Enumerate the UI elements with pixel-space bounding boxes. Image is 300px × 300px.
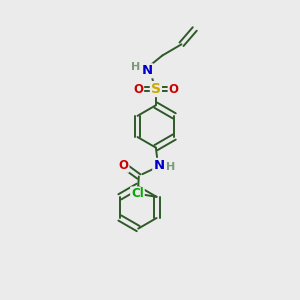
Text: N: N	[142, 64, 153, 77]
Text: Cl: Cl	[131, 188, 144, 200]
Text: O: O	[169, 82, 178, 95]
Text: H: H	[166, 162, 175, 172]
Text: N: N	[153, 159, 164, 172]
Text: H: H	[131, 62, 140, 72]
Text: O: O	[118, 159, 128, 172]
Text: S: S	[151, 82, 161, 96]
Text: O: O	[133, 82, 143, 95]
